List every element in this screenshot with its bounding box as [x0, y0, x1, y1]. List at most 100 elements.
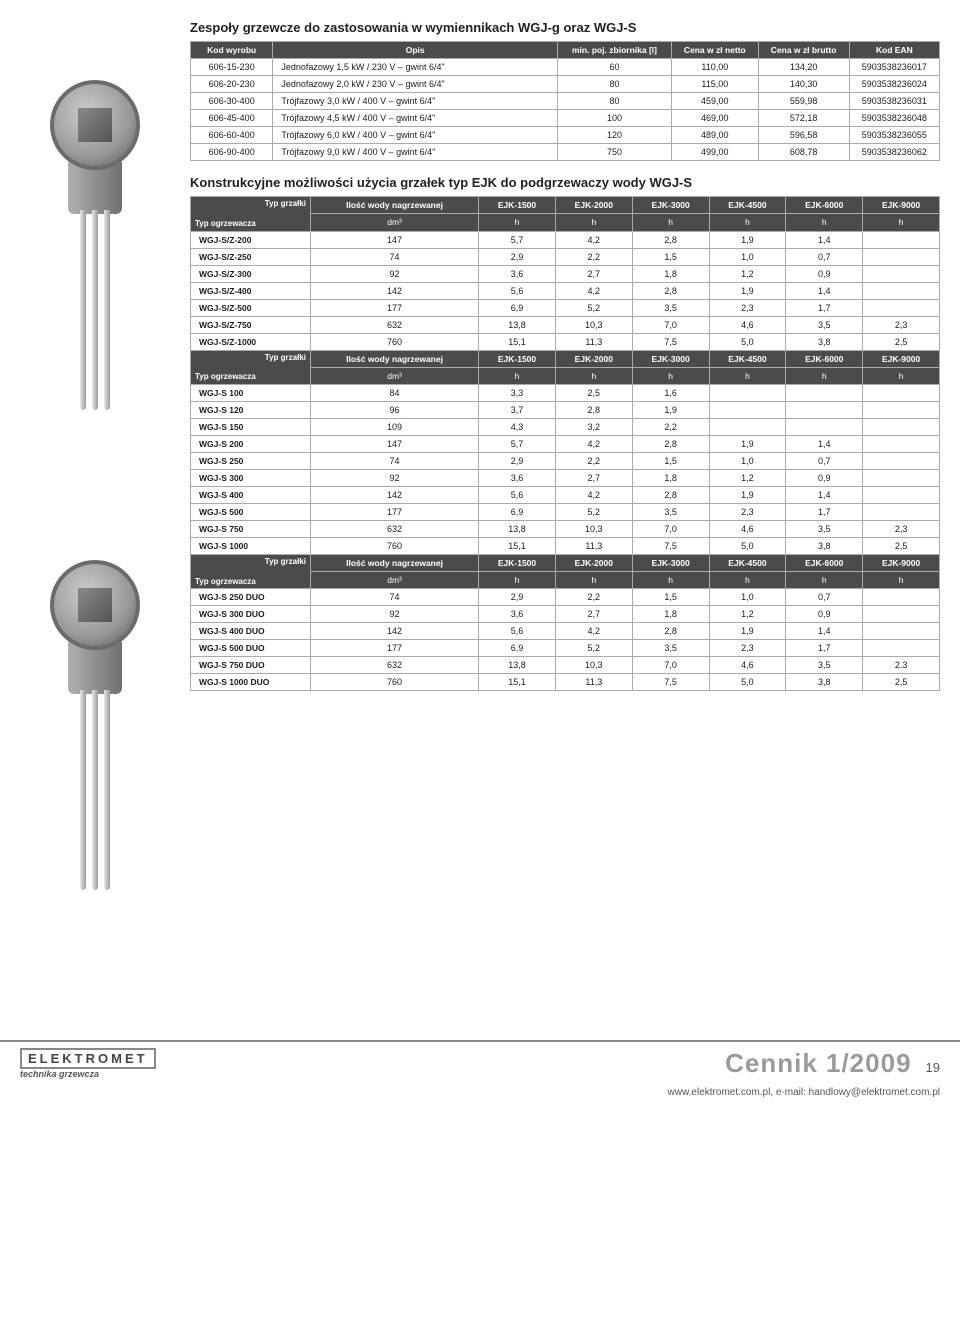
page-footer: ELEKTROMET technika grzewcza Cennik 1/20…	[0, 1040, 960, 1085]
table-cell: 4,2	[555, 486, 632, 503]
table-cell: Trójfazowy 3,0 kW / 400 V – gwint 6/4"	[273, 93, 558, 110]
table-row: WGJ-S/Z-75063213,810,37,04,63,52,3	[191, 316, 940, 333]
table-cell: 606-30-400	[191, 93, 273, 110]
table-cell: WGJ-S/Z-200	[191, 231, 311, 248]
table-cell: 608,78	[758, 144, 849, 161]
table-cell	[863, 282, 940, 299]
table-cell: 147	[311, 435, 479, 452]
brand-logo: ELEKTROMET	[20, 1048, 156, 1069]
table-cell: 15,1	[479, 333, 556, 350]
table-cell: 0,7	[786, 589, 863, 606]
table-cell: 5,0	[709, 674, 786, 691]
table-cell: 5903538236048	[849, 110, 939, 127]
brand-name: ELEKTROMET	[28, 1052, 148, 1065]
table-cell: 1,4	[786, 282, 863, 299]
table-cell: 1,4	[786, 486, 863, 503]
table-cell: 760	[311, 537, 479, 554]
table-cell: 2,9	[479, 589, 556, 606]
ejk-col-header: EJK-3000	[632, 554, 709, 571]
table-row: WGJ-S 5001776,95,23,52,31,7	[191, 503, 940, 520]
table-cell: 7,0	[632, 657, 709, 674]
table-cell: 1,8	[632, 265, 709, 282]
table-cell: 3,8	[786, 333, 863, 350]
table-cell: 3,5	[786, 657, 863, 674]
table-cell: WGJ-S 250	[191, 452, 311, 469]
table-cell: 5,0	[709, 333, 786, 350]
table-cell: 10,3	[555, 520, 632, 537]
table-cell: 1,6	[632, 384, 709, 401]
table-cell: 5,7	[479, 435, 556, 452]
table-cell: 120	[557, 127, 671, 144]
table-cell: Trójfazowy 9,0 kW / 400 V – gwint 6/4"	[273, 144, 558, 161]
table-cell: 1,0	[709, 589, 786, 606]
table1-header: Kod wyrobu	[191, 42, 273, 59]
table-row: 606-45-400Trójfazowy 4,5 kW / 400 V – gw…	[191, 110, 940, 127]
table-cell: 559,98	[758, 93, 849, 110]
table-cell	[863, 299, 940, 316]
table-cell: WGJ-S 1000	[191, 537, 311, 554]
table-cell	[709, 401, 786, 418]
table-cell: 632	[311, 520, 479, 537]
table-cell: 5,6	[479, 623, 556, 640]
table-cell: 84	[311, 384, 479, 401]
table-cell: 2,2	[555, 248, 632, 265]
table-cell: WGJ-S 500	[191, 503, 311, 520]
table-cell: 7,5	[632, 537, 709, 554]
table-cell: 2,3	[709, 299, 786, 316]
table-cell: 632	[311, 657, 479, 674]
table-cell	[709, 418, 786, 435]
table-cell: 3,6	[479, 469, 556, 486]
table-row: WGJ-S/Z-2001475,74,22,81,91,4	[191, 231, 940, 248]
table-row: WGJ-S 750 DUO63213,810,37,04,63,52.3	[191, 657, 940, 674]
unit-cell: h	[479, 572, 556, 589]
table-cell: 115,00	[672, 76, 759, 93]
table-cell: 3,5	[786, 316, 863, 333]
ejk-col-header: EJK-6000	[786, 197, 863, 214]
table-cell: 142	[311, 486, 479, 503]
table-cell: 5903538236055	[849, 127, 939, 144]
table-cell: 3,5	[632, 640, 709, 657]
table-row: WGJ-S 1000 DUO76015,111,37,55,03,82,5	[191, 674, 940, 691]
table-row: 606-90-400Trójfazowy 9,0 kW / 400 V – gw…	[191, 144, 940, 161]
table-row: 606-30-400Trójfazowy 3,0 kW / 400 V – gw…	[191, 93, 940, 110]
table-cell: WGJ-S 250 DUO	[191, 589, 311, 606]
table-cell: WGJ-S 500 DUO	[191, 640, 311, 657]
table-cell: 4,6	[709, 316, 786, 333]
table-cell: 1,8	[632, 606, 709, 623]
table-cell: 3,5	[632, 299, 709, 316]
table-cell: 0,7	[786, 452, 863, 469]
table-row: WGJ-S 100076015,111,37,55,03,82,5	[191, 537, 940, 554]
table-cell: WGJ-S 750 DUO	[191, 657, 311, 674]
table-cell: 596,58	[758, 127, 849, 144]
table-cell: 2,5	[863, 333, 940, 350]
heater-image-2	[20, 560, 170, 900]
table-cell	[863, 265, 940, 282]
unit-cell: h	[555, 214, 632, 231]
table-row: WGJ-S 250 DUO742,92,21,51,00,7	[191, 589, 940, 606]
table-cell: 13,8	[479, 316, 556, 333]
ejk-col-header: EJK-1500	[479, 350, 556, 367]
table-cell: 11,3	[555, 333, 632, 350]
ejk-col-header: EJK-4500	[709, 554, 786, 571]
table-cell	[786, 384, 863, 401]
table-row: WGJ-S 1501094,33,22,2	[191, 418, 940, 435]
table-cell	[863, 640, 940, 657]
table-cell: WGJ-S 300	[191, 469, 311, 486]
table-cell: 7,0	[632, 520, 709, 537]
unit-cell: h	[709, 214, 786, 231]
table-cell: 606-60-400	[191, 127, 273, 144]
table-cell: 2,7	[555, 265, 632, 282]
table-cell	[863, 623, 940, 640]
table-cell: 15,1	[479, 674, 556, 691]
table-row: WGJ-S/Z-300923,62,71,81,20,9	[191, 265, 940, 282]
sub-header: Ilość wody nagrzewanej	[311, 197, 479, 214]
product-images	[20, 20, 190, 1040]
table-cell: 80	[557, 76, 671, 93]
table-cell: 2,8	[632, 435, 709, 452]
table-cell	[863, 435, 940, 452]
table-cell: 5903538236024	[849, 76, 939, 93]
corner-header: Typ grzałkiTyp ogrzewacza	[191, 197, 311, 231]
page-number: 19	[926, 1060, 940, 1075]
ejk-col-header: EJK-3000	[632, 197, 709, 214]
table-cell: 2,8	[555, 401, 632, 418]
